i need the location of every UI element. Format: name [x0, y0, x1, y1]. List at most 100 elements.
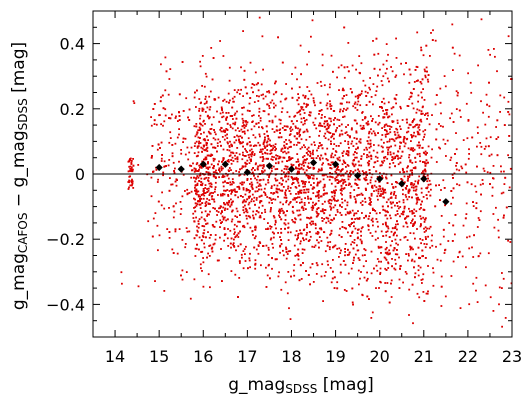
data-point [256, 95, 258, 97]
data-point [394, 226, 397, 229]
data-point [345, 126, 347, 128]
data-point [390, 282, 392, 285]
data-point [396, 181, 399, 184]
data-point [255, 144, 258, 147]
data-point [294, 254, 297, 257]
data-point [201, 235, 204, 237]
data-point [312, 206, 315, 209]
data-point [158, 114, 160, 117]
data-point [302, 209, 305, 211]
data-point [297, 178, 299, 180]
data-point [234, 129, 237, 132]
data-point [199, 129, 201, 132]
mean-points-layer [155, 158, 450, 206]
data-point [402, 140, 405, 143]
data-point [322, 162, 324, 165]
data-point [366, 182, 369, 185]
data-point [458, 184, 461, 187]
data-point [413, 148, 416, 151]
data-point [160, 123, 162, 126]
data-point [415, 253, 417, 256]
data-point [354, 151, 356, 153]
data-point [224, 189, 227, 192]
data-point [272, 165, 275, 168]
data-point [327, 241, 329, 244]
data-point [296, 153, 299, 155]
data-point [386, 217, 389, 220]
data-point [426, 118, 428, 120]
data-point [366, 140, 369, 142]
data-point [248, 197, 250, 199]
data-point [427, 190, 430, 193]
data-point [202, 197, 205, 200]
data-point [404, 271, 407, 273]
data-point [284, 281, 287, 284]
data-point [371, 217, 374, 220]
data-point [459, 307, 462, 309]
data-point [213, 242, 216, 245]
data-point [402, 281, 404, 284]
data-point [395, 74, 398, 77]
data-point [281, 160, 284, 163]
data-point [326, 192, 328, 195]
data-point [129, 184, 132, 187]
data-point [222, 100, 224, 102]
data-point [285, 251, 288, 253]
data-point [320, 144, 323, 146]
data-point [312, 201, 314, 204]
data-point [245, 189, 248, 192]
data-point [227, 159, 230, 161]
data-point [223, 138, 226, 141]
data-point [324, 250, 327, 253]
data-point [198, 140, 200, 143]
data-point [455, 162, 458, 164]
data-point [417, 126, 420, 128]
data-point [194, 169, 197, 172]
data-point [274, 258, 277, 261]
data-point [255, 122, 258, 125]
data-point [435, 184, 437, 187]
data-point [386, 182, 389, 184]
data-point [420, 207, 422, 209]
data-point [276, 179, 279, 182]
data-point [219, 140, 221, 143]
data-point [425, 162, 428, 165]
data-point [452, 196, 454, 199]
data-point [242, 95, 244, 97]
data-point [399, 238, 402, 241]
data-point [426, 112, 429, 114]
data-point [179, 213, 182, 215]
data-point [318, 169, 321, 172]
data-point [366, 154, 369, 156]
data-point [298, 86, 301, 89]
data-point [239, 230, 241, 233]
data-point [209, 234, 212, 236]
data-point [312, 97, 315, 100]
data-point [287, 203, 290, 206]
data-point [296, 120, 298, 122]
data-point [308, 176, 310, 179]
data-point [423, 152, 426, 154]
data-point [352, 303, 354, 306]
data-point [393, 247, 396, 250]
data-point [261, 35, 264, 38]
data-point [251, 186, 254, 189]
data-point [243, 155, 246, 157]
data-point [347, 143, 350, 145]
data-point [422, 130, 425, 133]
data-point [378, 185, 381, 188]
data-point [274, 82, 276, 85]
data-point [209, 185, 212, 188]
data-point [351, 64, 354, 67]
data-point [206, 213, 209, 216]
data-point [286, 125, 289, 128]
data-point [370, 128, 372, 131]
data-point [439, 199, 441, 201]
data-point [365, 146, 368, 149]
data-point [408, 68, 411, 71]
data-point [326, 120, 328, 122]
data-point [292, 122, 295, 125]
data-point [199, 207, 202, 209]
data-point [292, 220, 295, 223]
data-point [223, 216, 226, 219]
